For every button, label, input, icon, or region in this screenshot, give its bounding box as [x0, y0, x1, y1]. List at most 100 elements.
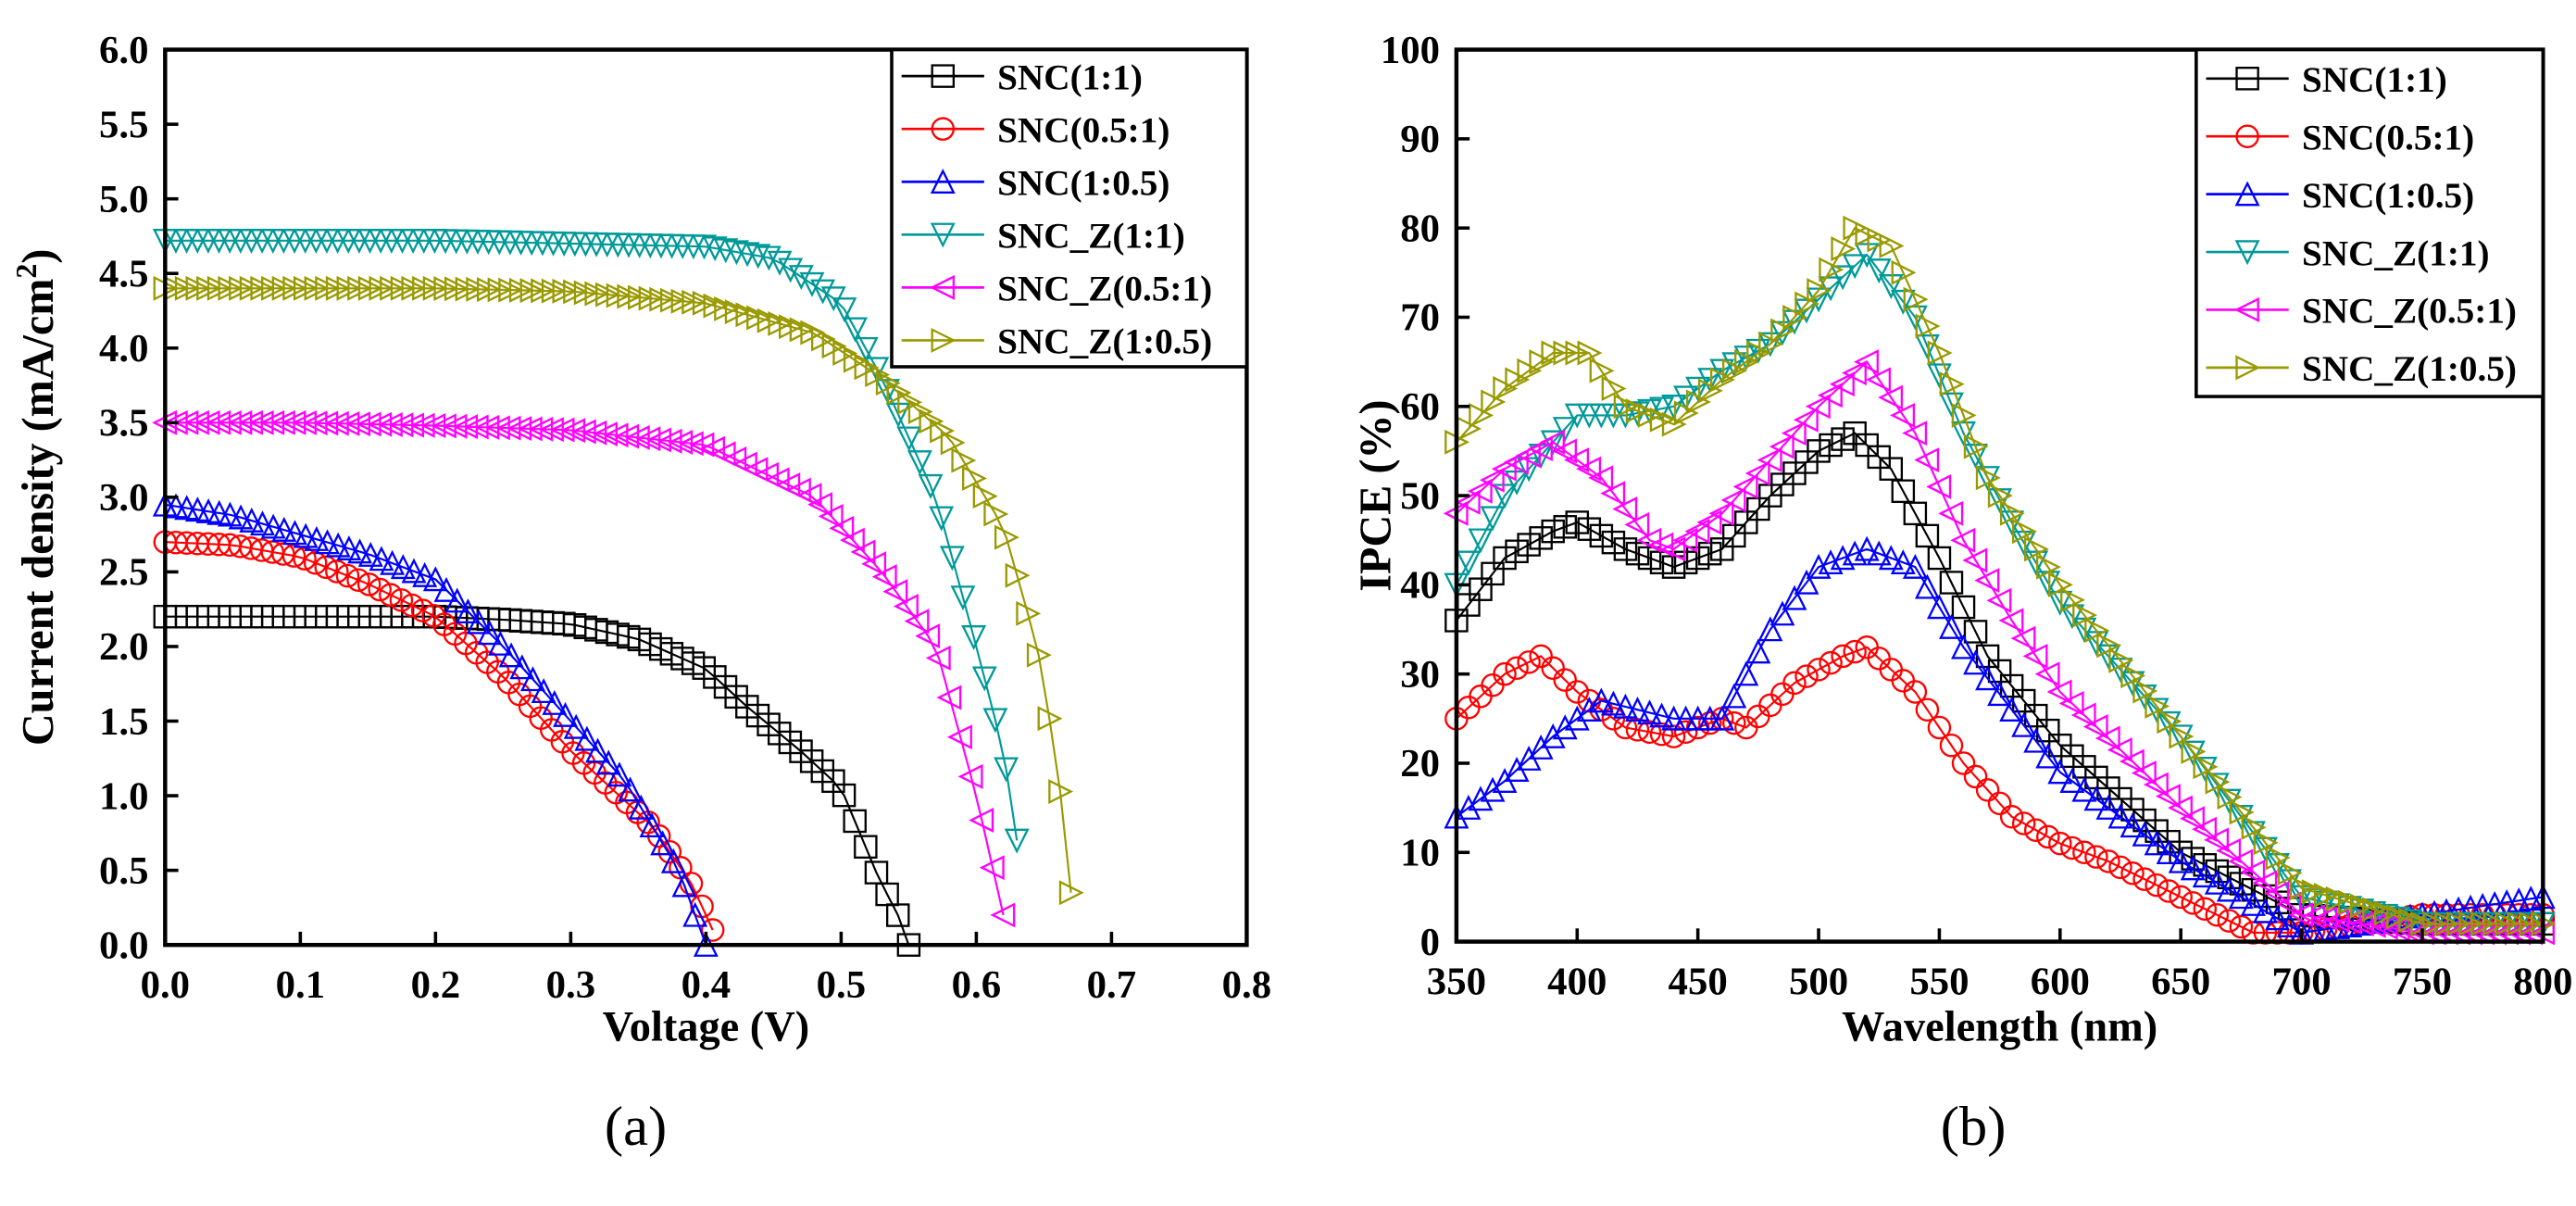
- data-point: [925, 645, 951, 671]
- data-point: [1540, 429, 1565, 455]
- data-point: [1493, 546, 1517, 571]
- legend-label: SNC_Z(1:0.5): [997, 322, 1212, 362]
- data-point: [477, 620, 503, 646]
- data-point: [1794, 291, 1820, 317]
- data-point: [939, 546, 965, 572]
- data-point: [639, 812, 665, 838]
- data-point: [1794, 569, 1819, 595]
- y-tick-label: 0.0: [99, 923, 149, 967]
- data-point: [1975, 778, 2000, 802]
- legend-label: SNC(0.5:1): [997, 110, 1169, 150]
- data-point: [1673, 705, 1699, 731]
- data-point: [618, 776, 644, 802]
- data-point: [2265, 905, 2290, 931]
- data-point: [1673, 720, 1698, 745]
- data-point: [1819, 650, 1843, 675]
- data-point: [1758, 331, 1784, 357]
- data-point: [2144, 830, 2170, 856]
- data-point: [1576, 456, 1602, 482]
- data-point: [2060, 835, 2084, 861]
- data-point: [1819, 433, 1843, 458]
- data-point: [1769, 600, 1795, 626]
- data-point: [671, 872, 697, 898]
- data-point: [1469, 577, 1493, 601]
- data-point: [260, 513, 286, 539]
- data-point: [1927, 340, 1953, 366]
- data-point: [1493, 661, 1517, 686]
- x-tick-label: 750: [2393, 961, 2452, 1004]
- x-tick-label: 0.8: [1222, 963, 1272, 1007]
- data-point: [2036, 824, 2060, 849]
- data-point: [1624, 511, 1650, 537]
- panel-label: (b): [1941, 1096, 2007, 1158]
- data-point: [2336, 909, 2362, 935]
- data-point: [487, 630, 513, 656]
- data-point: [1843, 215, 1869, 241]
- data-point: [2216, 876, 2242, 902]
- legend-item: SNC_Z(0.5:1): [901, 270, 1212, 309]
- data-point: [1855, 221, 1881, 247]
- data-point: [994, 524, 1019, 550]
- data-point: [1491, 456, 1517, 482]
- data-point: [2434, 911, 2460, 936]
- data-point: [2289, 875, 2315, 901]
- data-point: [2107, 737, 2132, 763]
- data-point: [2252, 898, 2278, 923]
- x-tick-label: 450: [1669, 961, 1728, 1004]
- data-point: [1866, 367, 1891, 393]
- data-point: [788, 265, 814, 291]
- data-point: [2157, 879, 2181, 903]
- data-point: [1709, 705, 1735, 731]
- data-point: [574, 725, 600, 751]
- data-point: [1903, 286, 1929, 312]
- data-point: [1987, 791, 2012, 816]
- data-point: [325, 559, 349, 584]
- y-tick-label: 10: [1400, 832, 1440, 875]
- data-point: [1891, 259, 1917, 285]
- data-point: [1467, 478, 1493, 504]
- data-point: [982, 708, 1008, 734]
- data-point: [2193, 897, 2218, 922]
- data-point: [2168, 795, 2193, 821]
- data-point: [422, 566, 448, 592]
- data-point: [969, 808, 994, 833]
- data-point: [1673, 550, 1698, 575]
- legend-marker: [930, 222, 956, 248]
- y-tick-label: 40: [1400, 564, 1440, 608]
- legend-box: [2195, 47, 2545, 398]
- data-point: [1661, 724, 1686, 748]
- data-point: [1600, 481, 1626, 507]
- data-point: [962, 465, 987, 491]
- data-point: [1541, 340, 1567, 366]
- data-point: [1915, 523, 1940, 548]
- legend-item: SNC_Z(1:0.5): [901, 322, 1212, 362]
- data-point: [1782, 305, 1808, 330]
- data-point: [498, 642, 524, 668]
- data-point: [2072, 602, 2098, 628]
- data-point: [1625, 718, 1650, 742]
- data-point: [1540, 722, 1566, 748]
- data-point: [1817, 383, 1843, 408]
- legend-item: SNC_Z(1:0.5): [2206, 349, 2517, 389]
- data-point: [1951, 421, 1976, 446]
- data-point: [1637, 699, 1662, 725]
- legend: SNC(1:1) SNC(0.5:1) SNC(1:0.5) SNC_Z(1:1) SN…: [890, 47, 1249, 369]
- data-point: [1879, 232, 1905, 258]
- data-point: [2132, 867, 2157, 891]
- data-point: [369, 546, 394, 572]
- data-point: [2131, 760, 2157, 786]
- data-point: [2108, 855, 2132, 880]
- legend-item: SNC(1:1): [2206, 60, 2447, 100]
- data-point: [1612, 693, 1638, 719]
- data-point: [1939, 392, 1964, 418]
- legend-label: SNC(0.5:1): [2302, 118, 2474, 157]
- series-line: [1456, 226, 2544, 925]
- legend-marker: [931, 117, 956, 141]
- data-point: [1950, 527, 1976, 553]
- series-line: [1456, 360, 2544, 935]
- data-point: [2046, 679, 2072, 705]
- data-point: [1527, 436, 1553, 461]
- data-point: [1975, 466, 2001, 492]
- data-point: [1999, 805, 2024, 829]
- data-point: [336, 535, 362, 560]
